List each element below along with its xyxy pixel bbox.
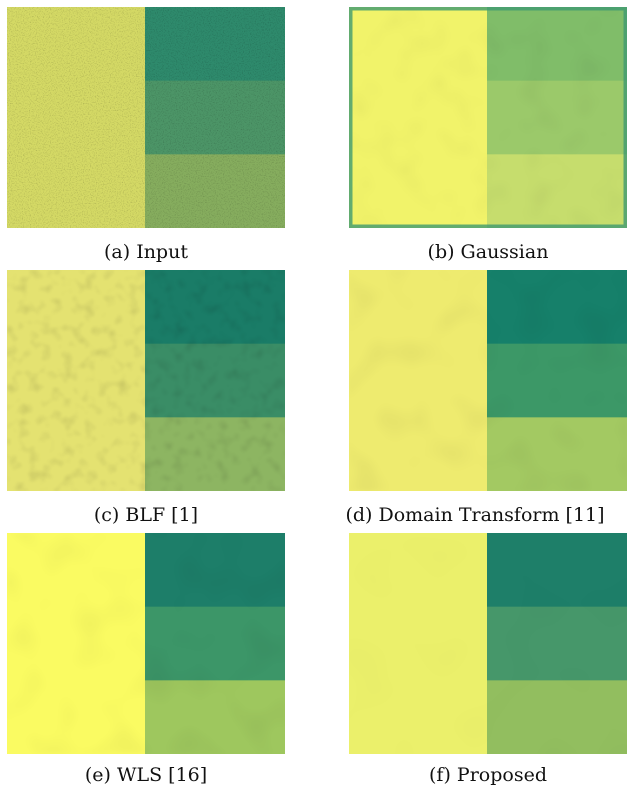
caption-wls: (e) WLS [16] <box>84 764 208 786</box>
caption-proposed: (f) Proposed <box>429 764 547 786</box>
panel-wls-image <box>7 533 285 754</box>
panel-proposed-image <box>349 533 627 754</box>
caption-blf: (c) BLF [1] <box>93 504 199 526</box>
panel-c-svg <box>7 270 285 491</box>
panel-b-svg <box>349 7 627 228</box>
caption-gaussian: (b) Gaussian <box>427 241 549 263</box>
caption-domain-transform: (d) Domain Transform [11] <box>345 504 605 526</box>
texture-overlay <box>349 533 627 754</box>
panel-d-svg <box>349 270 627 491</box>
panel-gaussian-image <box>349 7 627 228</box>
panel-domain-transform-image <box>349 270 627 491</box>
panel-input-image <box>7 7 285 228</box>
texture-overlay <box>7 270 285 491</box>
panel-blf-image <box>7 270 285 491</box>
caption-input: (a) Input <box>104 241 188 263</box>
texture-overlay <box>7 7 285 228</box>
border-artifact <box>349 7 627 228</box>
texture-overlay <box>349 270 627 491</box>
panel-e-svg <box>7 533 285 754</box>
texture-overlay <box>7 533 285 754</box>
panel-a-svg <box>7 7 285 228</box>
texture-overlay <box>349 7 627 228</box>
panel-f-svg <box>349 533 627 754</box>
